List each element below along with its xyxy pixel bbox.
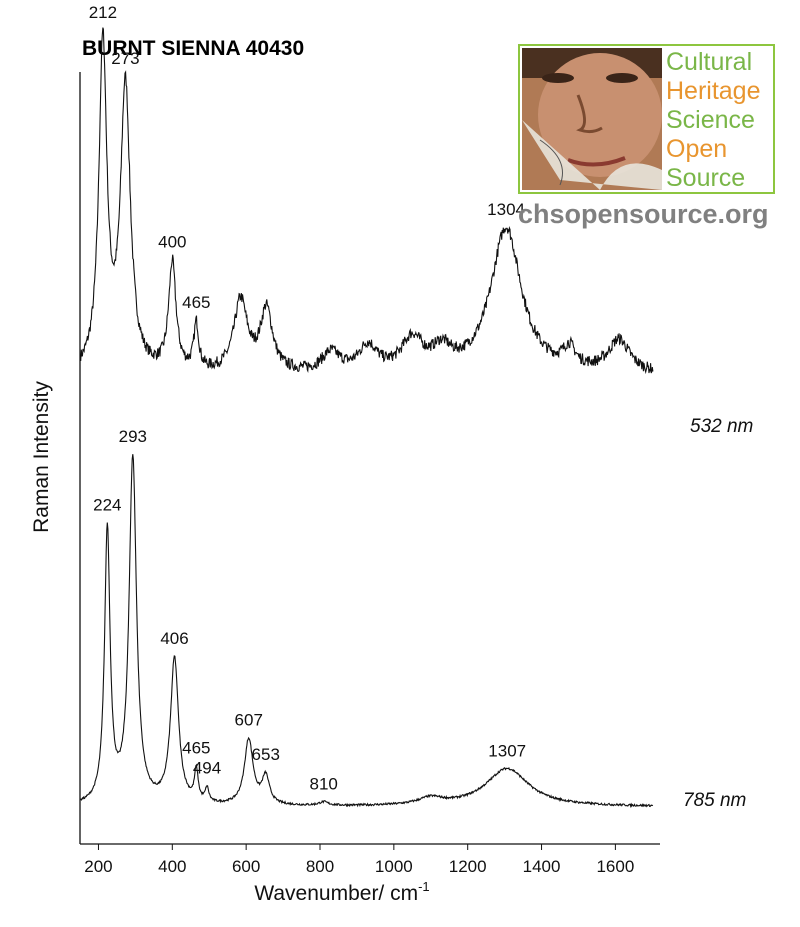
series-label-785nm: 785 nm [683,790,746,811]
x-tick-label: 1400 [523,857,561,876]
peak-label: 465 [182,293,210,312]
y-axis-label: Raman Intensity [30,381,53,533]
peak-label: 406 [160,629,188,648]
x-tick-label: 800 [306,857,334,876]
x-tick-label: 600 [232,857,260,876]
logo-word: Open [666,135,727,163]
peak-label: 224 [93,495,121,514]
peak-label: 293 [119,427,147,446]
peak-label: 212 [89,3,117,22]
logo-word: Source [666,164,745,192]
spectrum-line-532nm [80,27,654,375]
logo-text: Cultural Heritage Science Open Source [666,48,761,192]
peak-label: 653 [252,745,280,764]
peak-label: 273 [111,49,139,68]
x-tick-label: 1000 [375,857,413,876]
peak-label: 1304 [487,200,525,219]
logo-word: Cultural [666,48,752,76]
logo-word: Science [666,106,755,134]
chs-logo: Cultural Heritage Science Open Source chsope… [518,44,775,229]
peak-labels: 212 273 400 465 1304 224 293 406 465 494 607 653 810… [89,3,526,793]
series-label-532nm: 532 nm [690,416,753,437]
peak-label: 400 [158,232,186,251]
peak-label: 1307 [488,741,526,760]
peak-label: 494 [193,759,221,778]
x-tick-label: 400 [158,857,186,876]
face-image [522,48,662,190]
peak-label: 810 [310,775,338,794]
peak-label: 607 [235,711,263,730]
logo-site-url: chsopensource.org [518,199,769,229]
logo-word: Heritage [666,77,761,105]
x-tick-label: 1600 [596,857,634,876]
peak-label: 465 [182,738,210,757]
x-tick-label: 1200 [449,857,487,876]
chart-title: BURNT SIENNA 40430 [82,37,304,60]
x-axis-ticks: 200 400 600 800 1000 1200 1400 1600 [84,844,634,876]
spectrum-line-785nm [80,454,654,809]
x-axis-label: Wavenumber/ cm-1 [254,879,429,905]
x-tick-label: 200 [84,857,112,876]
